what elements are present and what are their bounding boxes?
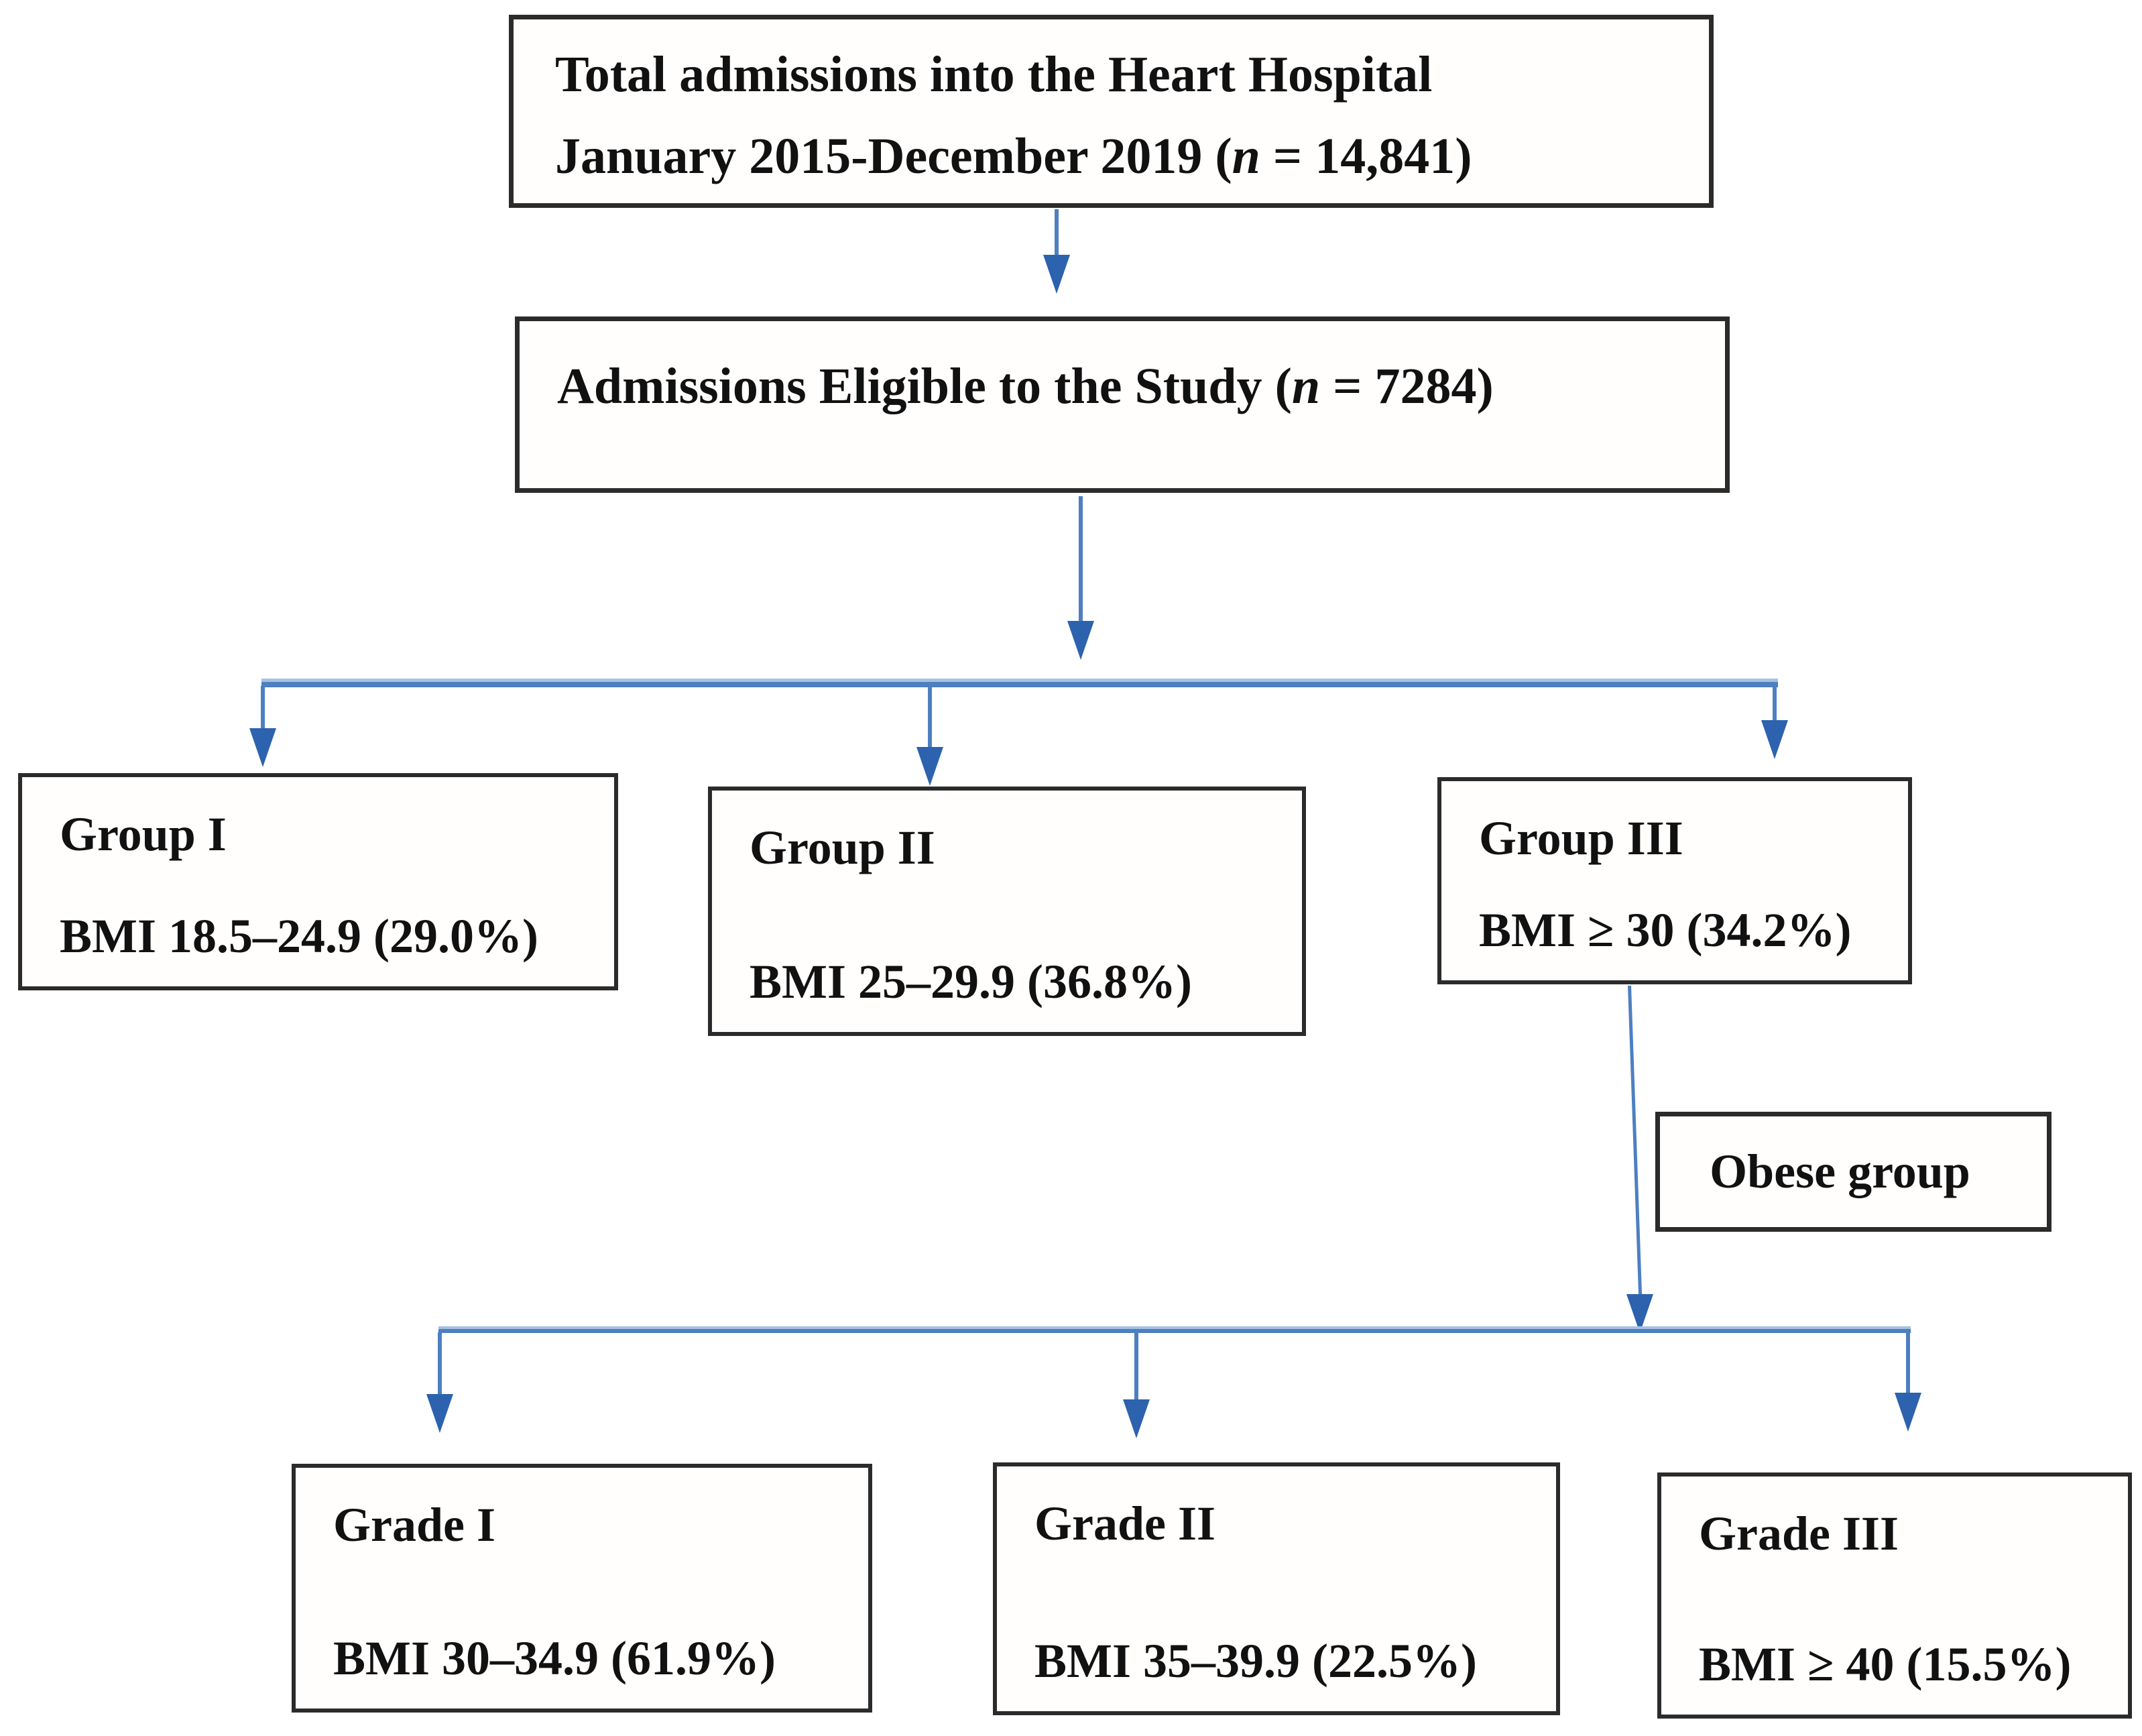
group-i-box: Group I BMI 18.5–24.9 (29.0%) [18, 773, 618, 990]
total-admissions-line2: January 2015-December 2019 (n = 14,841) [555, 116, 1691, 198]
grade-i-title: Grade I [333, 1498, 495, 1552]
branch-line-groups [261, 679, 1778, 687]
eligible-text-prefix: Admissions Eligible to the Study ( [557, 358, 1292, 414]
connector-to-group3-shaft [1773, 686, 1777, 724]
arrow-down-head [1123, 1399, 1150, 1438]
connector-total-to-eligible-shaft [1055, 209, 1059, 259]
arrow-down-head [1067, 621, 1094, 660]
group-i-bmi: BMI 18.5–24.9 (29.0%) [60, 909, 538, 963]
arrow-down-head [426, 1394, 453, 1433]
connector-to-grade2-shaft [1134, 1332, 1138, 1401]
connector-to-group1-shaft [261, 686, 265, 732]
obese-group-box: Obese group [1655, 1112, 2051, 1232]
connector-group3-to-grades-shaft [1628, 986, 1643, 1295]
eligible-admissions-box: Admissions Eligible to the Study (n = 72… [515, 316, 1730, 493]
arrow-down-head [249, 728, 276, 767]
arrow-down-head [1895, 1393, 1921, 1432]
group-iii-bmi: BMI ≥ 30 (34.2%) [1479, 903, 1852, 957]
connector-eligible-to-branch-shaft [1079, 496, 1083, 624]
arrow-down-head [916, 747, 943, 786]
connector-to-grade3-shaft [1906, 1332, 1910, 1394]
grade-iii-title: Grade III [1699, 1507, 1899, 1560]
grade-ii-bmi: BMI 35–39.9 (22.5%) [1034, 1633, 1477, 1688]
branch-line-grades [438, 1326, 1911, 1333]
group-ii-box: Group II BMI 25–29.9 (36.8%) [708, 787, 1306, 1036]
grade-ii-title: Grade II [1034, 1497, 1215, 1550]
eligible-text-suffix: = 7284) [1320, 358, 1494, 414]
group-ii-bmi: BMI 25–29.9 (36.8%) [750, 954, 1192, 1008]
connector-to-grade1-shaft [438, 1332, 442, 1397]
eligible-admissions-text: Admissions Eligible to the Study (n = 72… [557, 355, 1712, 418]
arrow-down-head [1761, 720, 1788, 759]
grade-ii-box: Grade II BMI 35–39.9 (22.5%) [993, 1462, 1560, 1715]
total-admissions-line2-suffix: = 14,841) [1260, 127, 1472, 184]
group-i-title: Group I [60, 807, 227, 861]
group-iii-title: Group III [1479, 811, 1683, 865]
arrow-down-head [1043, 255, 1070, 294]
grade-i-box: Grade I BMI 30–34.9 (61.9%) [292, 1464, 872, 1713]
n-variable: n [1291, 358, 1321, 414]
total-admissions-line2-prefix: January 2015-December 2019 ( [555, 127, 1232, 184]
n-variable: n [1232, 127, 1260, 184]
total-admissions-box: Total admissions into the Heart Hospital… [509, 15, 1714, 208]
connector-to-group2-shaft [928, 686, 932, 749]
grade-iii-bmi: BMI ≥ 40 (15.5%) [1699, 1637, 2072, 1691]
group-ii-title: Group II [750, 821, 935, 874]
total-admissions-line1: Total admissions into the Heart Hospital [555, 46, 1433, 103]
grade-iii-box: Grade III BMI ≥ 40 (15.5%) [1657, 1472, 2132, 1719]
group-iii-box: Group III BMI ≥ 30 (34.2%) [1437, 777, 1912, 984]
obese-group-label: Obese group [1710, 1145, 1970, 1198]
grade-i-bmi: BMI 30–34.9 (61.9%) [333, 1631, 776, 1685]
